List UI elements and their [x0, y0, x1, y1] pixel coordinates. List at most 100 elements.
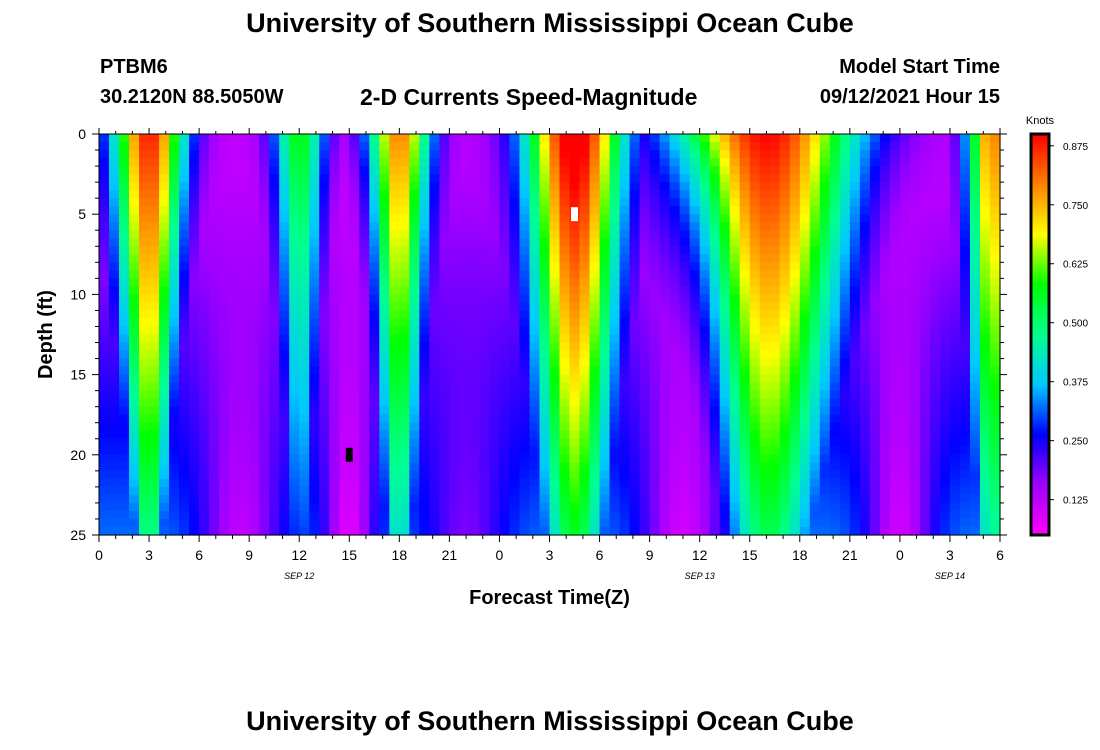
marker-1 — [571, 207, 579, 222]
heatmap-cell — [929, 510, 941, 520]
heatmap-cell — [939, 238, 951, 247]
heatmap-cell — [169, 206, 180, 215]
heatmap-cell — [279, 142, 290, 151]
heatmap-cell — [759, 174, 771, 183]
heatmap-cell — [409, 398, 420, 408]
heatmap-cell — [819, 270, 831, 279]
heatmap-cell — [539, 294, 551, 304]
heatmap-cell — [569, 518, 581, 528]
heatmap-cell — [919, 462, 931, 472]
day-label: SEP 14 — [935, 571, 965, 581]
heatmap-cell — [369, 182, 380, 191]
heatmap-cell — [119, 366, 130, 376]
heatmap-cell — [479, 422, 491, 432]
heatmap-cell — [919, 270, 931, 279]
heatmap-cell — [809, 134, 821, 143]
heatmap-cell — [149, 174, 160, 183]
heatmap-cell — [279, 462, 290, 472]
heatmap-cell — [629, 206, 641, 215]
heatmap-cell — [389, 182, 400, 191]
heatmap-cell — [569, 254, 581, 263]
heatmap-cell — [819, 502, 831, 512]
heatmap-cell — [799, 430, 811, 440]
heatmap-cell — [699, 486, 711, 496]
heatmap-cell — [289, 182, 300, 191]
heatmap-cell — [419, 470, 430, 480]
heatmap-cell — [929, 454, 941, 464]
heatmap-cell — [979, 470, 991, 480]
heatmap-cell — [609, 406, 621, 416]
heatmap-cell — [549, 246, 561, 255]
heatmap-cell — [159, 206, 170, 215]
heatmap-cell — [299, 142, 310, 151]
heatmap-cell — [659, 366, 671, 376]
heatmap-cell — [169, 486, 180, 496]
heatmap-cell — [719, 310, 731, 320]
heatmap-cell — [969, 518, 981, 528]
heatmap-cell — [479, 174, 491, 183]
heatmap-cell — [949, 526, 961, 536]
heatmap-cell — [799, 270, 811, 279]
heatmap-cell — [109, 150, 120, 159]
heatmap-cell — [139, 470, 150, 480]
heatmap-cell — [529, 166, 541, 175]
heatmap-cell — [989, 430, 1001, 440]
heatmap-cell — [389, 486, 400, 496]
heatmap-cell — [289, 390, 300, 400]
heatmap-cell — [589, 190, 601, 199]
heatmap-cell — [979, 262, 991, 271]
heatmap-cell — [139, 342, 150, 352]
heatmap-cell — [199, 422, 210, 432]
heatmap-cell — [389, 430, 400, 440]
heatmap-cell — [339, 462, 350, 472]
heatmap-cell — [249, 334, 260, 344]
heatmap-cell — [389, 462, 400, 472]
heatmap-cell — [519, 390, 531, 400]
heatmap-cell — [329, 254, 340, 263]
heatmap-cell — [669, 390, 681, 400]
heatmap-cell — [969, 150, 981, 159]
heatmap-cell — [159, 390, 170, 400]
heatmap-cell — [639, 374, 651, 384]
heatmap-cell — [769, 318, 781, 328]
heatmap-cell — [239, 166, 250, 175]
heatmap-cell — [179, 142, 190, 151]
heatmap-cell — [839, 270, 851, 279]
heatmap-cell — [719, 302, 731, 312]
heatmap-cell — [109, 526, 120, 536]
heatmap-cell — [419, 150, 430, 159]
heatmap-cell — [849, 462, 861, 472]
heatmap-cell — [129, 230, 140, 239]
heatmap-cell — [479, 462, 491, 472]
heatmap-cell — [219, 454, 230, 464]
heatmap-cell — [369, 238, 380, 247]
heatmap-cell — [489, 254, 501, 263]
heatmap-cell — [399, 446, 410, 456]
heatmap-cell — [169, 518, 180, 528]
heatmap-cell — [119, 494, 130, 504]
heatmap-cell — [589, 366, 601, 376]
heatmap-cell — [389, 270, 400, 279]
heatmap-cell — [599, 382, 611, 392]
heatmap-cell — [739, 158, 751, 167]
heatmap-cell — [519, 222, 531, 231]
heatmap-cell — [639, 502, 651, 512]
heatmap-cell — [219, 438, 230, 448]
heatmap-cell — [669, 462, 681, 472]
heatmap-cell — [989, 198, 1001, 207]
heatmap-cell — [179, 334, 190, 344]
heatmap-cell — [769, 302, 781, 312]
heatmap-cell — [859, 422, 871, 432]
heatmap-cell — [299, 358, 310, 368]
colorbar-label: Knots — [1026, 115, 1055, 127]
heatmap-cell — [599, 438, 611, 448]
heatmap-cell — [499, 486, 511, 496]
heatmap-cell — [609, 206, 621, 215]
heatmap-cell — [549, 374, 561, 384]
heatmap-cell — [689, 158, 701, 167]
heatmap-cell — [599, 182, 611, 191]
heatmap-cell — [529, 446, 541, 456]
heatmap-cell — [729, 422, 741, 432]
heatmap-cell — [869, 318, 881, 328]
heatmap-cell — [109, 366, 120, 376]
